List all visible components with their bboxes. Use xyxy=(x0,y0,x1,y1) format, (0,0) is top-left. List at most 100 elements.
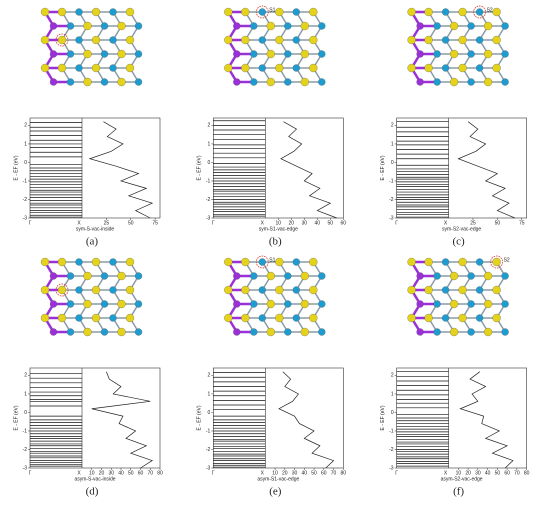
y-tick-label: -3 xyxy=(23,215,28,221)
atom xyxy=(224,257,233,267)
panel-label: (a) xyxy=(86,236,99,248)
y-tick-label: 1 xyxy=(208,391,211,397)
atom xyxy=(416,328,424,336)
atom xyxy=(117,21,126,31)
atom xyxy=(501,272,509,280)
atom xyxy=(475,258,484,266)
panel-label: (f) xyxy=(453,486,464,498)
atom xyxy=(57,313,67,323)
system-name: asym-S-vac-inside xyxy=(74,476,115,482)
atom xyxy=(449,49,459,59)
atom xyxy=(275,313,284,323)
y-tick-label: 1 xyxy=(24,141,27,147)
atom xyxy=(224,7,233,17)
atom xyxy=(416,50,424,58)
y-tick-label: 2 xyxy=(208,123,211,129)
atom xyxy=(117,271,126,281)
atom xyxy=(441,36,450,44)
atom xyxy=(424,35,433,45)
atom xyxy=(424,313,433,323)
atom xyxy=(117,77,126,87)
atom xyxy=(441,64,450,72)
atom xyxy=(224,35,233,45)
atom xyxy=(424,257,433,267)
atom xyxy=(492,313,501,323)
atom xyxy=(125,313,135,323)
panel-label: (c) xyxy=(452,236,465,248)
atom xyxy=(284,50,292,58)
atom xyxy=(416,78,424,86)
structure: S1 xyxy=(224,5,326,87)
atom xyxy=(233,50,241,58)
atom xyxy=(49,50,58,58)
atom xyxy=(40,63,50,73)
x-tick-label: 30 xyxy=(108,470,114,476)
vacancy-marker xyxy=(473,5,487,19)
atom xyxy=(258,314,266,322)
panel-label: (e) xyxy=(269,486,282,498)
atom xyxy=(300,327,309,337)
atom xyxy=(66,78,75,86)
atom xyxy=(233,300,241,308)
x-tick-label: 60 xyxy=(138,470,144,476)
x-tick-label: 75 xyxy=(152,220,158,226)
atom xyxy=(117,49,126,59)
y-axis-label: E - EF (eV) xyxy=(13,155,19,180)
k-label: Γ xyxy=(395,470,398,476)
atom xyxy=(91,63,101,73)
atom xyxy=(258,36,266,44)
atom xyxy=(284,22,292,30)
atom xyxy=(433,22,441,30)
system-name: sym-S1-vac-edge xyxy=(259,226,298,232)
atom xyxy=(125,7,135,17)
atom xyxy=(416,272,424,280)
atom xyxy=(83,299,92,309)
atom xyxy=(483,327,493,337)
structure: S2 xyxy=(407,255,510,337)
atom xyxy=(134,300,143,308)
atom xyxy=(475,8,484,16)
x-tick-label: 20 xyxy=(282,470,288,476)
atom xyxy=(441,8,450,16)
vacancy-marker xyxy=(55,283,69,297)
y-tick-label: -2 xyxy=(23,447,28,453)
atom xyxy=(475,36,484,44)
k-label: X xyxy=(77,470,81,476)
atom xyxy=(134,22,143,30)
y-tick-label: -3 xyxy=(206,215,211,221)
k-label: X xyxy=(444,220,448,226)
atom xyxy=(407,313,416,323)
atom xyxy=(233,78,241,86)
atom xyxy=(449,299,459,309)
atom xyxy=(292,314,300,322)
atom xyxy=(501,328,509,336)
y-tick-label: -3 xyxy=(389,215,394,221)
dos-curve xyxy=(88,121,154,219)
k-label: Γ xyxy=(212,470,215,476)
x-tick-label: 30 xyxy=(302,220,308,226)
x-tick-label: 30 xyxy=(475,470,481,476)
atom xyxy=(241,313,250,323)
y-tick-label: 0 xyxy=(24,410,27,416)
atom xyxy=(224,63,233,73)
atom xyxy=(433,300,441,308)
atom xyxy=(483,271,493,281)
atom xyxy=(309,35,318,45)
atom xyxy=(258,258,266,266)
atom xyxy=(258,286,266,294)
atom xyxy=(458,257,467,267)
atom xyxy=(66,272,75,280)
x-tick-label: 40 xyxy=(302,470,308,476)
atom xyxy=(109,36,117,44)
vacancy-marker xyxy=(55,33,69,47)
y-axis-label: E - EF (eV) xyxy=(380,155,386,180)
dos-curve xyxy=(459,371,514,469)
x-tick-label: 60 xyxy=(504,470,510,476)
atom xyxy=(75,258,83,266)
atom xyxy=(275,35,284,45)
dos-curve xyxy=(278,371,335,469)
atom xyxy=(125,285,135,295)
k-label: X xyxy=(261,470,265,476)
